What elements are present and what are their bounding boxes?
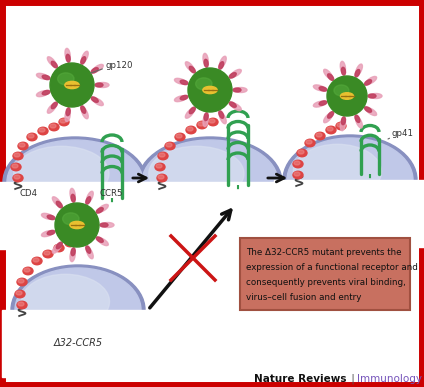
Ellipse shape: [14, 146, 109, 201]
Ellipse shape: [356, 64, 363, 75]
Bar: [0, 182, 156, 249]
Ellipse shape: [13, 174, 23, 182]
Ellipse shape: [100, 223, 108, 227]
Ellipse shape: [355, 70, 360, 77]
Ellipse shape: [366, 77, 377, 84]
Ellipse shape: [208, 118, 218, 126]
Ellipse shape: [305, 139, 315, 147]
Ellipse shape: [185, 62, 194, 71]
Ellipse shape: [283, 135, 417, 225]
Ellipse shape: [13, 152, 23, 160]
Ellipse shape: [91, 97, 98, 102]
Ellipse shape: [65, 81, 79, 89]
Ellipse shape: [334, 85, 349, 96]
Ellipse shape: [355, 115, 360, 122]
Ellipse shape: [86, 191, 93, 202]
Ellipse shape: [93, 64, 103, 72]
Ellipse shape: [3, 137, 147, 227]
Ellipse shape: [71, 194, 75, 202]
Ellipse shape: [28, 134, 34, 138]
Ellipse shape: [219, 111, 224, 118]
Ellipse shape: [50, 124, 56, 128]
Ellipse shape: [198, 122, 204, 126]
Ellipse shape: [340, 119, 346, 131]
Ellipse shape: [24, 268, 30, 272]
Ellipse shape: [229, 73, 236, 78]
Ellipse shape: [365, 80, 371, 85]
Ellipse shape: [157, 174, 167, 182]
Ellipse shape: [356, 117, 363, 128]
Ellipse shape: [49, 123, 59, 131]
Ellipse shape: [204, 59, 208, 67]
Ellipse shape: [96, 237, 103, 242]
Ellipse shape: [17, 301, 27, 309]
FancyBboxPatch shape: [240, 238, 410, 310]
Ellipse shape: [294, 161, 300, 165]
Ellipse shape: [51, 102, 57, 109]
Bar: [274, 180, 424, 247]
Ellipse shape: [176, 134, 182, 138]
Text: virus–cell fusion and entry: virus–cell fusion and entry: [246, 293, 361, 302]
Ellipse shape: [81, 57, 86, 64]
Ellipse shape: [156, 164, 162, 168]
Ellipse shape: [98, 238, 108, 246]
Ellipse shape: [47, 57, 56, 67]
Ellipse shape: [56, 242, 62, 249]
Ellipse shape: [18, 302, 24, 306]
Ellipse shape: [7, 140, 143, 224]
Ellipse shape: [63, 213, 79, 225]
Ellipse shape: [33, 258, 39, 262]
Ellipse shape: [54, 244, 64, 252]
Ellipse shape: [187, 127, 193, 131]
Ellipse shape: [66, 54, 70, 62]
Ellipse shape: [365, 107, 371, 112]
Ellipse shape: [81, 51, 88, 62]
Ellipse shape: [95, 83, 103, 87]
Ellipse shape: [44, 251, 50, 255]
Ellipse shape: [36, 73, 48, 79]
Ellipse shape: [142, 140, 278, 224]
Ellipse shape: [86, 197, 91, 204]
Ellipse shape: [47, 104, 56, 113]
Ellipse shape: [93, 98, 103, 106]
Ellipse shape: [233, 88, 241, 92]
Ellipse shape: [336, 122, 346, 130]
Ellipse shape: [180, 80, 188, 85]
Ellipse shape: [98, 204, 108, 212]
Ellipse shape: [11, 265, 145, 355]
Ellipse shape: [16, 291, 22, 295]
Ellipse shape: [337, 123, 343, 127]
Ellipse shape: [324, 69, 332, 79]
Ellipse shape: [27, 133, 37, 141]
Text: CCR5: CCR5: [100, 189, 123, 198]
Ellipse shape: [203, 53, 208, 65]
Ellipse shape: [23, 267, 33, 275]
Ellipse shape: [36, 91, 48, 97]
Ellipse shape: [313, 85, 325, 91]
Ellipse shape: [306, 140, 312, 144]
Ellipse shape: [231, 69, 241, 77]
Ellipse shape: [368, 94, 376, 98]
Text: The Δ32-CCR5 mutant prevents the: The Δ32-CCR5 mutant prevents the: [246, 248, 402, 257]
Ellipse shape: [102, 223, 114, 228]
Ellipse shape: [42, 231, 53, 237]
Ellipse shape: [370, 94, 382, 99]
Ellipse shape: [340, 93, 354, 99]
Ellipse shape: [319, 87, 327, 91]
Ellipse shape: [203, 86, 217, 94]
Ellipse shape: [327, 127, 333, 131]
Ellipse shape: [293, 144, 382, 199]
Ellipse shape: [97, 82, 109, 87]
Ellipse shape: [42, 91, 50, 95]
Ellipse shape: [316, 133, 322, 137]
Ellipse shape: [70, 221, 84, 229]
Ellipse shape: [55, 245, 61, 249]
Ellipse shape: [294, 172, 300, 176]
Ellipse shape: [219, 62, 224, 69]
Ellipse shape: [59, 118, 69, 126]
Text: Immunology: Immunology: [357, 374, 422, 384]
Ellipse shape: [42, 213, 53, 219]
Ellipse shape: [47, 230, 55, 235]
Ellipse shape: [58, 73, 74, 85]
